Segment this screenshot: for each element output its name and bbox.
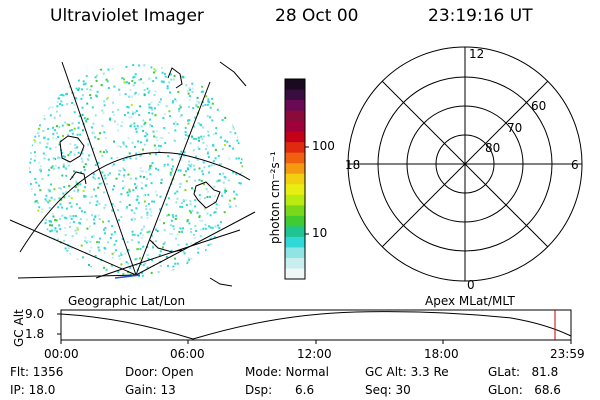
mlt-label-6: 6	[571, 158, 579, 172]
colorbar-tick-100: 100	[312, 139, 335, 153]
timeline-xtick-1200: 12:00	[297, 347, 332, 361]
info-gcalt: GC Alt: 3.3 Re	[365, 365, 449, 379]
info-dsp: Dsp: 6.6	[245, 383, 315, 397]
colorbar-segment	[285, 215, 305, 227]
timeline-xtick-0000: 00:00	[44, 347, 79, 361]
timeline-ylabel: GC Alt	[12, 309, 26, 347]
info-flt: Flt: 1356	[10, 365, 64, 379]
terminator-line	[114, 274, 141, 279]
info-ip: IP: 18.0	[10, 383, 56, 397]
colorbar-segment	[285, 226, 305, 238]
geographic-image-panel	[9, 61, 256, 287]
apex-panel-label: Apex MLat/MLT	[425, 294, 515, 308]
altitude-timeline	[57, 309, 572, 344]
colorbar-segment	[285, 152, 305, 164]
geographic-panel-label: Geographic Lat/Lon	[68, 294, 186, 308]
uv-emission-pixels	[29, 63, 243, 277]
altitude-curve	[60, 311, 572, 340]
info-door: Door: Open	[125, 365, 194, 379]
colorbar-segment	[285, 194, 305, 206]
mlt-label-18: 18	[345, 158, 360, 172]
colorbar-segment	[285, 268, 305, 280]
info-mode: Mode: Normal	[245, 365, 329, 379]
timeline-ytick-high: 9.0	[25, 307, 45, 321]
colorbar	[284, 78, 309, 280]
colorbar-segment	[285, 205, 305, 217]
colorbar-segment	[285, 184, 305, 196]
instrument-title: Ultraviolet Imager	[50, 6, 204, 26]
lat-label-80: 80	[485, 141, 500, 155]
colorbar-segment	[285, 79, 305, 91]
info-glat: GLat: 81.8	[488, 365, 559, 379]
colorbar-segment	[285, 110, 305, 122]
timeline-xtick-1800: 18:00	[424, 347, 459, 361]
colorbar-segment	[285, 236, 305, 248]
mlt-label-12: 12	[469, 47, 484, 61]
date-label: 28 Oct 00	[275, 6, 359, 26]
info-seq: Seq: 30	[365, 383, 411, 397]
timeline-ytick-low: 1.8	[25, 327, 45, 341]
colorbar-segment	[285, 100, 305, 112]
coastlines	[59, 61, 247, 287]
timeline-xtick-0600: 06:00	[170, 347, 205, 361]
info-gain: Gain: 13	[125, 383, 176, 397]
lat-label-70: 70	[507, 121, 522, 135]
colorbar-segment	[285, 163, 305, 175]
colorbar-segment	[285, 173, 305, 185]
mlt-label-0: 0	[467, 278, 475, 292]
timeline-xtick-2359: 23:59	[550, 347, 585, 361]
colorbar-segment	[285, 247, 305, 259]
colorbar-segment	[285, 257, 305, 269]
colorbar-segment	[285, 89, 305, 101]
polar-grid-panel: 12 18 6 0 60 70 80	[345, 46, 583, 292]
colorbar-unit-label: photon cm⁻²s⁻¹	[268, 151, 282, 244]
time-label: 23:19:16 UT	[428, 6, 533, 26]
lat-label-60: 60	[531, 99, 546, 113]
colorbar-segment	[285, 121, 305, 133]
colorbar-segment	[285, 131, 305, 143]
lon-grid-lines	[9, 61, 256, 279]
colorbar-segment	[285, 142, 305, 154]
info-glon: GLon: 68.6	[488, 383, 561, 397]
colorbar-tick-10: 10	[312, 226, 328, 240]
